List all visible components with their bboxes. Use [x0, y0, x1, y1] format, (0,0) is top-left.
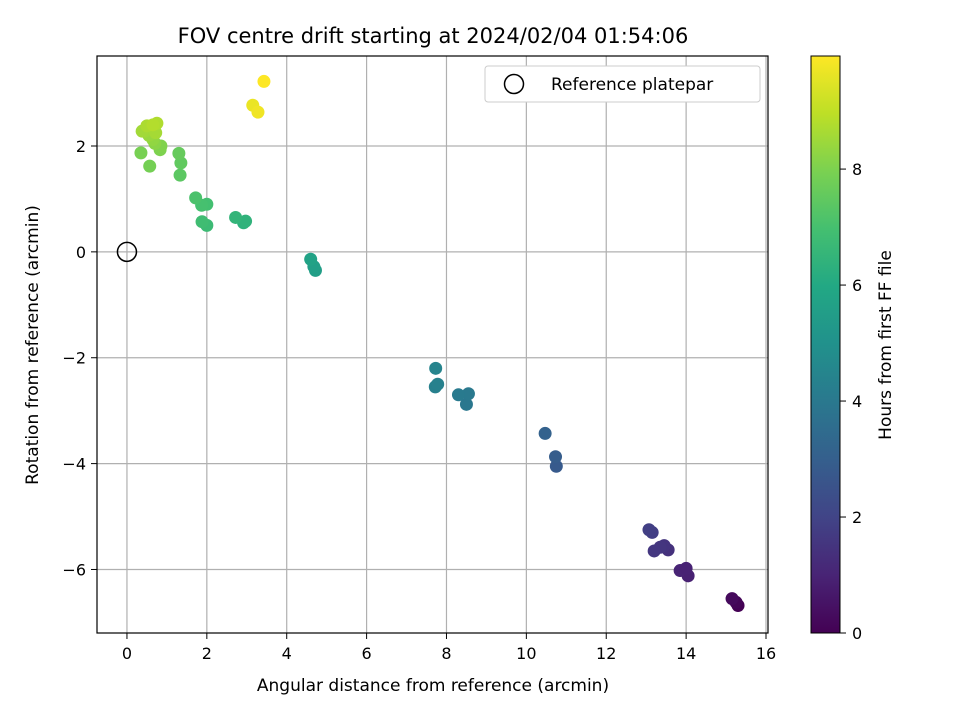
data-point	[429, 361, 443, 375]
data-point	[251, 105, 265, 119]
legend-label: Reference platepar	[551, 75, 713, 95]
grid	[97, 56, 768, 633]
data-point	[549, 450, 563, 464]
x-tick-label: 4	[282, 644, 292, 663]
x-axis-label: Angular distance from reference (arcmin)	[257, 676, 609, 696]
colorbar-tick-label: 4	[852, 392, 862, 411]
y-tick-label: −2	[62, 349, 86, 368]
y-tick-label: 2	[76, 137, 86, 156]
data-point	[549, 459, 563, 473]
colorbar-gradient	[810, 55, 841, 634]
x-tick-label: 10	[516, 644, 536, 663]
x-tick-label: 6	[362, 644, 372, 663]
data-point	[725, 592, 739, 606]
colorbar-ticks: 0 2 4 6 8	[840, 160, 862, 643]
x-tick-label: 8	[441, 644, 451, 663]
data-point	[647, 544, 661, 558]
y-tick-label: −6	[62, 560, 86, 579]
data-point	[173, 168, 187, 182]
data-point	[239, 214, 253, 228]
data-point	[538, 426, 552, 440]
data-point	[431, 377, 445, 391]
y-axis-ticks: −6 −4 −2 0 2	[62, 137, 97, 579]
data-point	[257, 74, 271, 88]
x-tick-label: 14	[676, 644, 696, 663]
y-tick-label: −4	[62, 455, 86, 474]
x-tick-label: 12	[596, 644, 616, 663]
data-point	[229, 210, 243, 224]
colorbar-tick-label: 6	[852, 276, 862, 295]
colorbar: 0 2 4 6 8 Hours from first FF file	[810, 55, 896, 643]
data-point	[642, 523, 656, 537]
x-tick-label: 0	[122, 644, 132, 663]
reference-marker-group	[116, 241, 138, 263]
plot-frame	[96, 55, 769, 634]
chart-title: FOV centre drift starting at 2024/02/04 …	[178, 24, 689, 48]
legend-reference-marker	[503, 73, 525, 95]
x-axis-ticks: 0 2 4 6 8 10 12 14 16	[122, 633, 776, 663]
y-axis-label: Rotation from reference (arcmin)	[23, 205, 43, 485]
data-point	[304, 252, 318, 266]
plot-area: 0 2 4 6 8 10 12 14 16 −6 −4 −2 0 2	[62, 55, 776, 663]
data-point	[172, 146, 186, 160]
legend: Reference platepar	[484, 65, 761, 103]
colorbar-tick-label: 2	[852, 508, 862, 527]
y-tick-label: 0	[76, 243, 86, 262]
legend-box	[484, 65, 761, 103]
data-points	[134, 74, 745, 612]
colorbar-tick-label: 0	[852, 624, 862, 643]
data-point	[146, 118, 160, 132]
data-point	[451, 388, 465, 402]
colorbar-tick-label: 8	[852, 160, 862, 179]
data-point	[461, 387, 475, 401]
data-point	[134, 146, 148, 160]
data-point	[679, 561, 693, 575]
data-point	[195, 215, 209, 229]
colorbar-label: Hours from first FF file	[876, 250, 896, 440]
x-tick-label: 16	[756, 644, 776, 663]
data-point	[143, 159, 157, 173]
x-tick-label: 2	[202, 644, 212, 663]
reference-marker	[116, 241, 138, 263]
data-point	[459, 397, 473, 411]
data-point	[189, 191, 203, 205]
